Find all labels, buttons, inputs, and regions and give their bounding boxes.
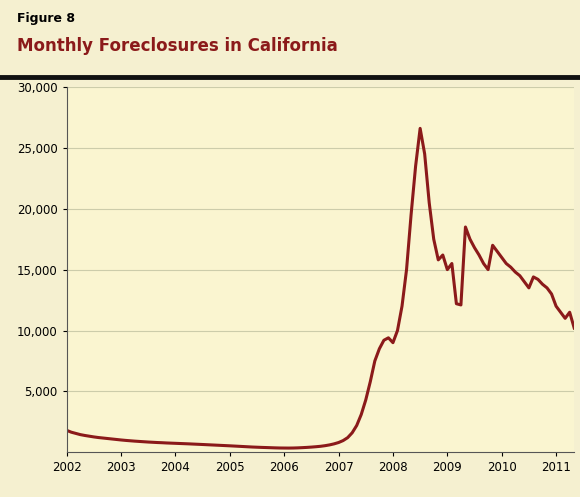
Text: Monthly Foreclosures in California: Monthly Foreclosures in California — [17, 37, 338, 55]
Text: Figure 8: Figure 8 — [17, 12, 75, 25]
